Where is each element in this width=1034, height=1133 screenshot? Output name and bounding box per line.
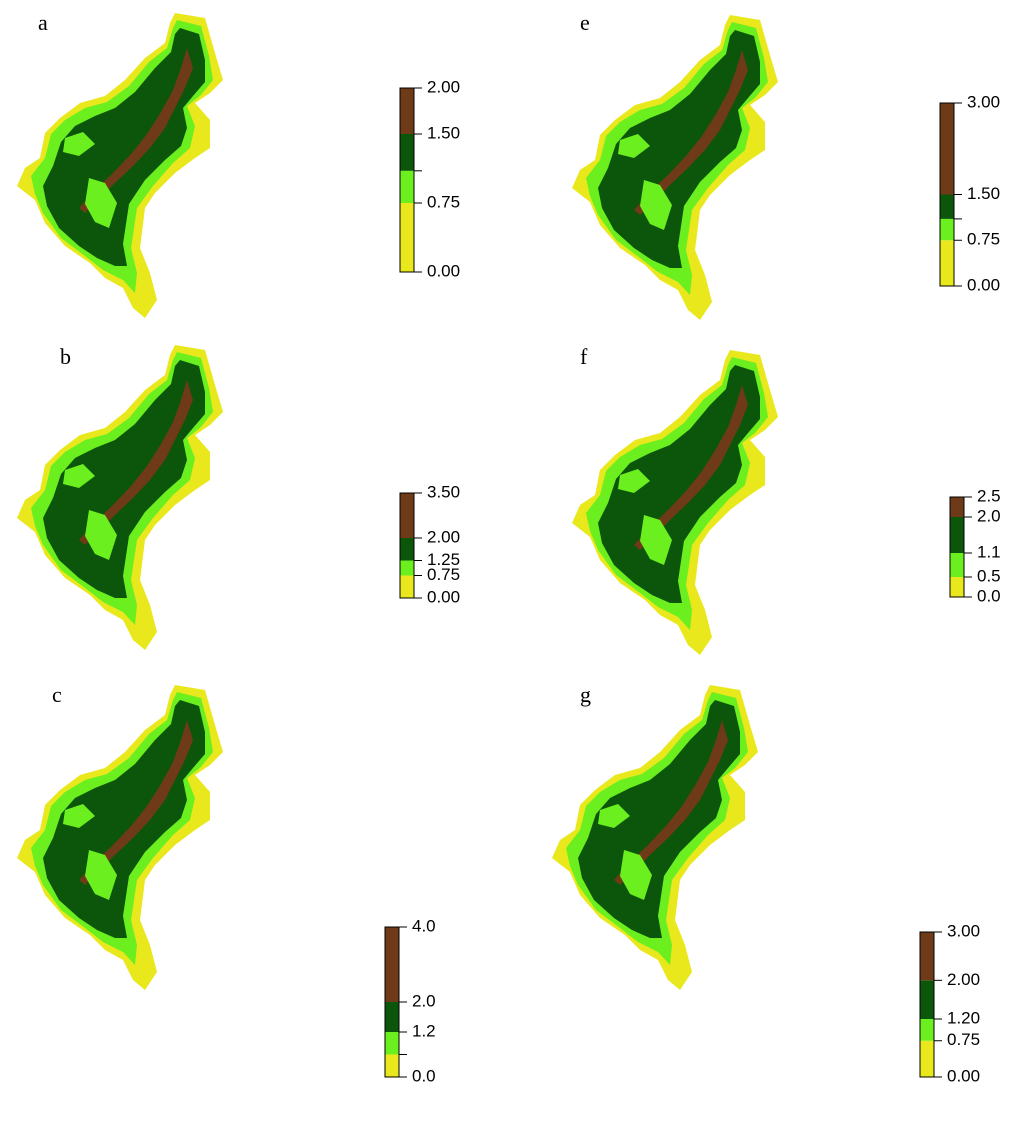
legend-swatch <box>940 240 954 286</box>
legend-tick-label: 2.5 <box>977 486 1001 505</box>
panel-label: e <box>580 10 590 35</box>
legend-swatch <box>950 517 964 553</box>
legend-swatch <box>940 195 954 219</box>
legend-tick-label: 0.0 <box>977 586 1001 605</box>
legend-tick-label: 2.0 <box>977 506 1001 525</box>
legend-swatch <box>400 171 414 203</box>
legend-tick-label: 0.5 <box>977 566 1001 585</box>
legend-swatch <box>400 576 414 599</box>
panel: e 0.00 0.75 1.50 3.00 <box>572 10 1000 320</box>
legend-swatch <box>950 497 964 517</box>
legend-swatch <box>920 980 934 1019</box>
panel-label: c <box>52 682 62 707</box>
legend-swatch <box>920 1019 934 1041</box>
panel: b0.000.751.252.003.50 <box>17 344 460 650</box>
panel: a 0.00 0.75 1.50 2.00 <box>17 10 460 318</box>
panel-label: a <box>38 10 48 35</box>
map <box>17 685 223 990</box>
legend-swatch <box>385 1002 399 1032</box>
legend-swatch <box>940 103 954 195</box>
legend-tick-label: 0.00 <box>967 275 1000 294</box>
legend-tick-label: 0.75 <box>947 1030 980 1049</box>
map <box>17 345 223 650</box>
legend-swatch <box>385 1032 399 1055</box>
legend-swatch <box>940 219 954 240</box>
legend-tick-label: 0.00 <box>427 587 460 606</box>
legend-swatch <box>385 927 399 1002</box>
map <box>572 15 778 320</box>
legend-tick-label: 1.50 <box>967 184 1000 203</box>
figure: a 0.00 0.75 1.50 2.00 b 0.00 0.75 1.25 2.00 3.50 c 0… <box>0 0 1034 1133</box>
legend-swatch <box>400 88 414 134</box>
legend-swatch <box>400 561 414 576</box>
legend-swatch <box>920 1041 934 1077</box>
legend-swatch <box>400 493 414 538</box>
legend-swatch <box>400 134 414 171</box>
legend-tick-label: 4.0 <box>412 916 436 935</box>
legend-tick-label: 2.00 <box>427 77 460 96</box>
panel: g 0.00 0.75 1.20 2.00 3.00 <box>552 682 980 1085</box>
legend-swatch <box>950 577 964 597</box>
panel-label: f <box>580 344 588 369</box>
legend-tick-label: 0.00 <box>427 261 460 280</box>
legend-tick-label: 1.20 <box>947 1008 980 1027</box>
legend-tick-label: 3.50 <box>427 482 460 501</box>
legend-tick-label: 0.00 <box>947 1066 980 1085</box>
map <box>552 685 758 990</box>
legend-tick-label: 1.1 <box>977 542 1001 561</box>
legend-tick-label: 2.00 <box>947 970 980 989</box>
legend-tick-label: 0.0 <box>412 1066 436 1085</box>
legend-swatch <box>400 203 414 272</box>
legend-tick-label: 3.00 <box>967 92 1000 111</box>
legend-tick-label: 1.2 <box>412 1021 436 1040</box>
legend-tick-label: 3.00 <box>947 921 980 940</box>
legend-tick-label: 2.00 <box>427 527 460 546</box>
legend-swatch <box>385 1055 399 1078</box>
legend-swatch <box>950 553 964 577</box>
legend-tick-label: 1.50 <box>427 123 460 142</box>
panel: f 0.00.5 1.1 2.02.5 <box>572 344 1001 655</box>
panel: c 0.0 1.2 2.0 4.0 <box>17 682 436 1085</box>
panel-label: g <box>580 682 591 707</box>
legend-swatch <box>920 932 934 980</box>
legend-tick-label: 2.0 <box>412 991 436 1010</box>
legend-tick-label: 0.75 <box>427 192 460 211</box>
map <box>17 13 223 318</box>
map <box>572 350 778 655</box>
legend-tick-label: 1.25 <box>427 550 460 569</box>
panel-label: b <box>60 344 71 369</box>
legend-tick-label: 0.75 <box>967 230 1000 249</box>
legend-swatch <box>400 538 414 561</box>
